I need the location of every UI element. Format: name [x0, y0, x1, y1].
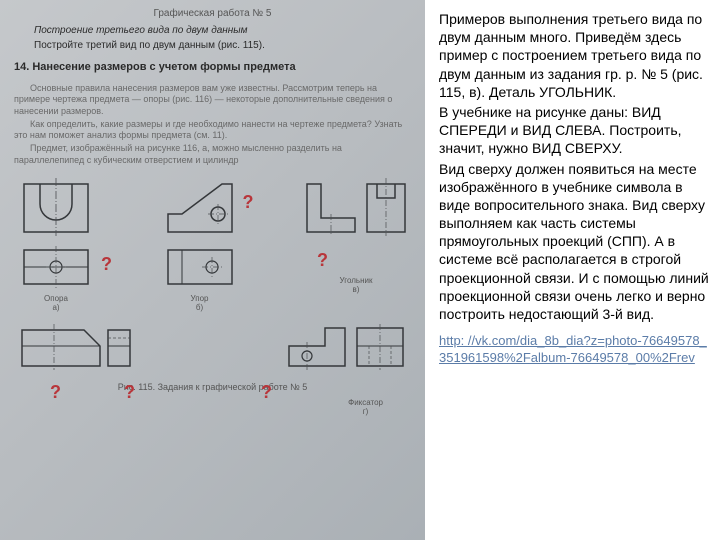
caption-a: Опораа)	[14, 294, 98, 312]
qmark-icon: ?	[317, 250, 328, 271]
drawing-row-3	[14, 316, 411, 372]
ugolnik-views	[301, 174, 411, 238]
upor-plan: Упорб)	[158, 242, 242, 312]
body-para-2: Как определить, какие размеры и где необ…	[14, 119, 411, 142]
explain-para-3: Вид сверху должен появиться на месте изо…	[439, 160, 710, 324]
ugolnik-plan: ? Угольникв)	[301, 242, 411, 312]
explain-para-1: Примеров выполнения третьего вида по дву…	[439, 10, 710, 101]
caption-b: Упорб)	[158, 294, 242, 312]
qmark-icon: ?	[124, 382, 135, 403]
caption-d: Фиксаторг)	[348, 398, 383, 416]
explanation-panel: Примеров выполнения третьего вида по дву…	[425, 0, 720, 540]
fiksator-svg	[281, 316, 411, 372]
opora-front-svg	[14, 174, 98, 238]
row3-a	[14, 316, 134, 372]
section-name: Нанесение размеров с учетом формы предме…	[32, 61, 295, 73]
page-header: Графическая работа № 5	[14, 8, 411, 19]
section-number: 14.	[14, 61, 29, 73]
qmark-icon: ?	[243, 192, 254, 213]
source-link[interactable]: http: //vk.com/dia_8b_dia?z=photo-766495…	[439, 333, 710, 367]
upor-front-svg	[158, 174, 242, 238]
ugolnik-svg	[301, 174, 411, 238]
qmark-icon: ?	[101, 254, 112, 275]
figure-caption: Рис. 115. Задания к графической работе №…	[14, 382, 411, 392]
opora-plan-svg	[14, 242, 98, 292]
row3a-svg	[14, 316, 134, 372]
qmark-icon: ?	[50, 382, 61, 403]
drawing-row-2: ? Опораа) Упорб) ? Угольникв)	[14, 242, 411, 312]
caption-c: Угольникв)	[301, 276, 411, 294]
page-subtitle: Построение третьего вида по двум данным	[14, 25, 411, 36]
upor-plan-svg	[158, 242, 242, 292]
drawing-row-1: ?	[14, 174, 411, 238]
explain-para-2: В учебнике на рисунке даны: ВИД СПЕРЕДИ …	[439, 103, 710, 158]
body-para-3: Предмет, изображённый на рисунке 116, а,…	[14, 143, 411, 166]
drawings-grid: ?	[14, 174, 411, 376]
opora-plan: ? Опораа)	[14, 242, 98, 312]
section-title: 14. Нанесение размеров с учетом формы пр…	[14, 61, 411, 73]
textbook-page-photo: Графическая работа № 5 Построение третье…	[0, 0, 425, 540]
qmark-icon: ?	[261, 382, 272, 403]
fiksator-views	[281, 316, 411, 372]
page-instruction: Постройте третий вид по двум данным (рис…	[14, 40, 411, 51]
opora-front	[14, 174, 98, 238]
body-para-1: Основные правила нанесения размеров вам …	[14, 83, 411, 117]
upor-front: ?	[158, 174, 242, 238]
